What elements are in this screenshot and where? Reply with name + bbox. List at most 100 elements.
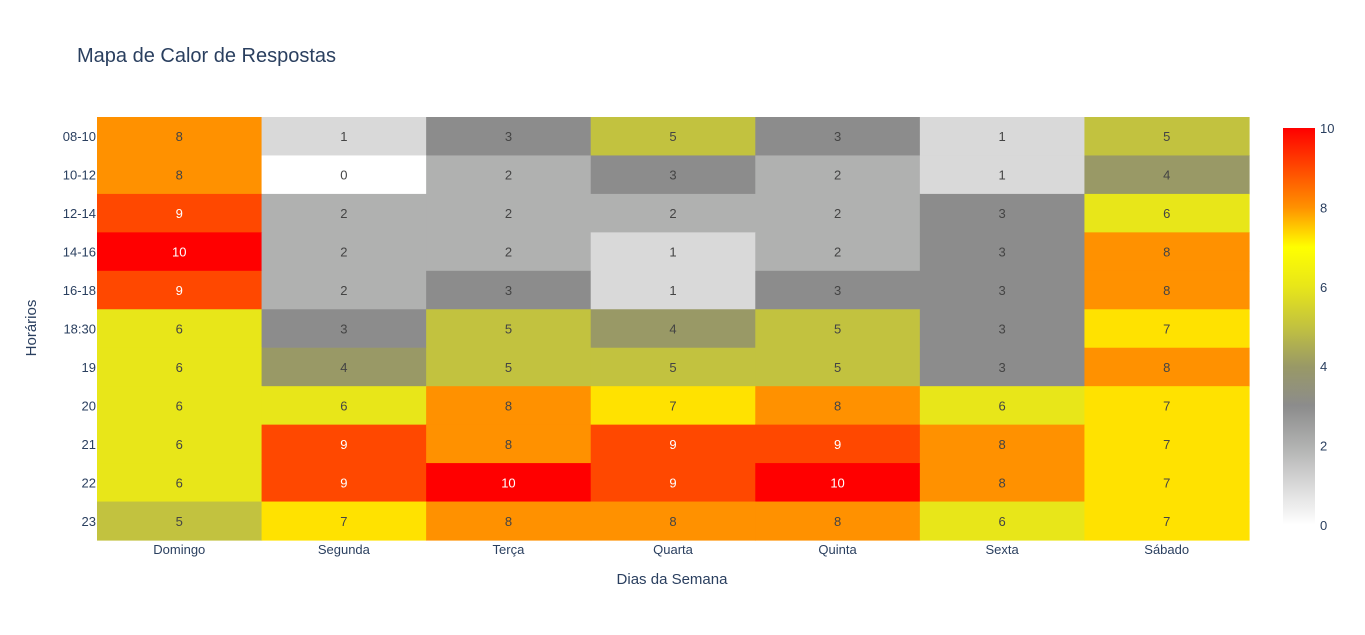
heatmap-cell [426,386,592,426]
heatmap-cell [97,155,263,195]
y-tick-label: 16-18 [63,283,96,298]
heatmap-cell [919,463,1086,503]
cell-value-label: 1 [669,245,676,260]
heatmap-cell [919,155,1086,195]
heatmap-cell [590,424,756,464]
cell-value-label: 6 [340,398,347,413]
cell-value-label: 8 [505,437,512,452]
colorbar-tick-label: 10 [1320,121,1334,136]
cell-value-label: 2 [834,168,841,183]
heatmap-cell [261,155,427,195]
heatmap-cell [919,424,1086,464]
heatmap-cell [755,117,921,157]
heatmap-cell [261,270,427,310]
heatmap-cell [261,424,427,464]
heatmap-cells: 8 1 3 5 3 1 5 8 0 2 3 2 1 4 9 2 2 2 2 3 6 10 2 2 1 2 3 8 9 2 3 1 3 3 8 6 3 5 4… [97,117,1250,541]
cell-value-label: 1 [340,129,347,144]
cell-value-label: 1 [999,168,1006,183]
x-tick-label: Terça [493,542,526,557]
x-tick-label: Quarta [653,542,694,557]
cell-value-label: 1 [999,129,1006,144]
cell-value-label: 7 [1163,475,1170,490]
heatmap-cell [97,270,263,310]
heatmap-cell [97,386,263,426]
y-tick-label: 08-10 [63,129,96,144]
colorbar-tick-label: 6 [1320,280,1327,295]
cell-value-label: 7 [1163,514,1170,529]
cell-value-label: 3 [669,168,676,183]
cell-value-label: 3 [999,360,1006,375]
heatmap-cell [1084,232,1250,272]
heatmap-cell [97,117,263,157]
heatmap-cell [590,386,756,426]
heatmap-cell [755,463,921,503]
heatmap-cell [590,232,756,272]
cell-value-label: 7 [669,398,676,413]
heatmap-cell [97,501,263,541]
cell-value-label: 2 [669,206,676,221]
heatmap-cell [590,117,756,157]
y-tick-label: 14-16 [63,245,96,260]
heatmap-cell [1084,347,1250,387]
heatmap-cell [261,232,427,272]
heatmap-cell [919,309,1086,349]
heatmap-cell [590,155,756,195]
cell-value-label: 10 [172,245,186,260]
cell-value-label: 5 [834,360,841,375]
cell-value-label: 6 [176,360,183,375]
colorbar-tick-label: 4 [1320,359,1327,374]
x-tick-label: Sábado [1144,542,1189,557]
cell-value-label: 3 [999,283,1006,298]
colorbar-gradient [1283,128,1315,525]
cell-value-label: 2 [340,245,347,260]
cell-value-label: 3 [999,206,1006,221]
cell-value-label: 2 [834,245,841,260]
heatmap-cell [1084,501,1250,541]
heatmap-cell [261,386,427,426]
cell-value-label: 6 [176,437,183,452]
heatmap-cell [590,270,756,310]
cell-value-label: 2 [340,206,347,221]
cell-value-label: 10 [501,475,515,490]
cell-value-label: 5 [834,322,841,337]
cell-value-label: 2 [505,206,512,221]
y-tick-label: 10-12 [63,168,96,183]
heatmap-cell [97,463,263,503]
cell-value-label: 9 [176,206,183,221]
heatmap-cell [590,193,756,233]
heatmap-cell [1084,193,1250,233]
heatmap-cell [426,347,592,387]
cell-value-label: 8 [176,168,183,183]
y-tick-label: 23 [82,514,96,529]
cell-value-label: 8 [505,514,512,529]
heatmap-cell [590,463,756,503]
cell-value-label: 6 [1163,206,1170,221]
cell-value-label: 4 [340,360,347,375]
heatmap-cell [919,347,1086,387]
cell-value-label: 8 [999,475,1006,490]
cell-value-label: 3 [999,322,1006,337]
cell-value-label: 8 [834,514,841,529]
cell-value-label: 5 [669,360,676,375]
cell-value-label: 9 [340,437,347,452]
cell-value-label: 9 [669,437,676,452]
colorbar-tick-label: 8 [1320,200,1327,215]
heatmap-cell [261,463,427,503]
heatmap-cell [97,193,263,233]
cell-value-label: 8 [1163,283,1170,298]
heatmap-cell [1084,270,1250,310]
heatmap-cell [261,347,427,387]
cell-value-label: 10 [830,475,844,490]
cell-value-label: 2 [505,168,512,183]
cell-value-label: 9 [340,475,347,490]
cell-value-label: 4 [1163,168,1170,183]
cell-value-label: 3 [834,129,841,144]
chart-title: Mapa de Calor de Respostas [77,45,336,67]
heatmap-cell [1084,155,1250,195]
cell-value-label: 7 [340,514,347,529]
heatmap-cell [590,347,756,387]
y-tick-label: 22 [82,475,96,490]
cell-value-label: 9 [669,475,676,490]
heatmap-cell [261,501,427,541]
heatmap-cell [426,501,592,541]
